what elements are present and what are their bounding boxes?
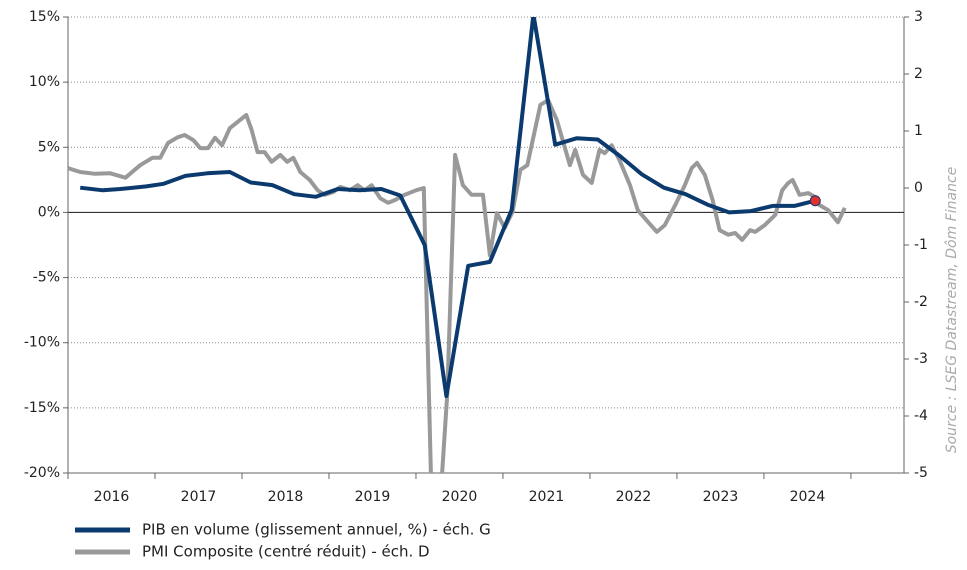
legend-label: PIB en volume (glissement annuel, %) - é… [142,521,491,539]
source: Source : LSEG Datastream, Dôm Finance [944,167,960,454]
y-tick-label: 0% [38,204,60,220]
y-tick-label: 15% [29,9,60,25]
y2-tick-label: 0 [914,180,923,196]
x-tick-label: 2017 [181,489,217,505]
y-tick-label: 5% [38,139,60,155]
y2-tick-label: -3 [914,351,928,367]
x-tick-label: 2016 [94,489,130,505]
last-point [809,195,821,207]
x-tick-label: 2023 [703,489,739,505]
y2-tick-label: 3 [914,9,923,25]
y2-tick-label: 1 [914,123,923,139]
x-tick-label: 2019 [355,489,391,505]
x-tick-label: 2021 [529,489,565,505]
y2-tick-label: 2 [914,66,923,82]
x-tick-label: 2024 [790,489,826,505]
y2-tick-label: -4 [914,408,928,424]
x-tick-label: 2020 [442,489,478,505]
x-tick-label: 2018 [268,489,304,505]
y2-tick-label: -1 [914,237,928,253]
series-line [68,98,847,473]
y-tick-label: -10% [24,335,60,351]
series-line [79,17,816,399]
y-tick-label: -5% [33,270,60,286]
x-tick-label: 2022 [616,489,652,505]
y-tick-label: 10% [29,74,60,90]
legend-label: PMI Composite (centré réduit) - éch. D [142,543,430,561]
y-tick-label: -15% [24,400,60,416]
y2-tick-label: -2 [914,294,928,310]
y2-tick-label: -5 [914,465,928,481]
plot [68,17,847,473]
y-tick-label: -20% [24,465,60,481]
